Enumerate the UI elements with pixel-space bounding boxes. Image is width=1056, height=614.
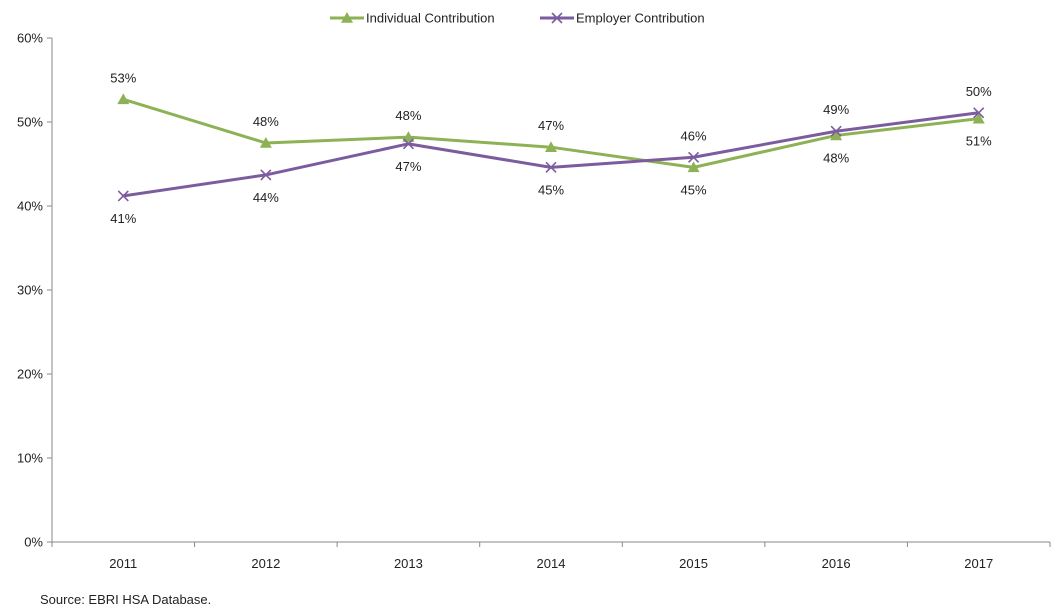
data-label: 46% [681,128,707,143]
triangle-marker [341,12,353,23]
y-tick-label: 60% [17,31,43,46]
y-tick-label: 30% [17,283,43,298]
x-marker [260,169,272,181]
data-label: 41% [110,211,136,226]
x-marker-stroke [545,161,557,173]
data-labels: 53% 41% 48% 44% 48% 47% 47% 45% 45% 46% 48% 49% 51% 5… [110,70,992,226]
data-label: 48% [253,114,279,129]
x-tick-label: 2015 [679,556,708,571]
x-tick-label: 2016 [822,556,851,571]
x-marker-stroke [973,107,985,119]
x-marker-stroke [688,151,700,163]
x-marker [688,151,700,163]
x-tick-label: 2012 [251,556,280,571]
triangle-marker [545,141,557,152]
legend: Individual Contribution Employer Contribu… [330,11,705,26]
x-marker [830,125,842,137]
data-label: 47% [538,118,564,133]
x-marker-stroke [402,138,414,150]
x-tick-label: 2014 [537,556,566,571]
data-label: 48% [823,150,849,165]
legend-label: Employer Contribution [576,11,705,26]
x-marker-stroke [551,12,563,24]
x-tick-label: 2011 [109,556,137,571]
data-label: 48% [395,108,421,123]
series-line-individual [122,97,979,169]
triangle-marker [259,137,272,148]
triangle-marker [402,131,415,142]
y-tick-label: 0% [24,535,43,550]
x-marker [117,190,129,202]
triangle-marker [687,161,700,173]
x-marker [402,138,414,150]
data-label: 49% [823,102,849,117]
x-marker-stroke [260,169,272,181]
data-label: 50% [966,84,992,99]
y-tick-label: 10% [17,451,43,466]
axes: 0% 10% 20% 30% 40% 50% 60% 2011 2012 2013 2014 2015… [17,31,1051,571]
x-marker [973,107,985,119]
legend-label: Individual Contribution [366,11,495,26]
x-marker-stroke [830,125,842,137]
series-markers [117,93,985,202]
data-label: 44% [253,190,279,205]
triangle-marker [117,93,130,105]
data-label: 53% [110,70,136,85]
source-note: Source: EBRI HSA Database. [40,592,212,607]
x-tick-label: 2013 [394,556,423,571]
x-marker [545,161,557,173]
data-label: 47% [395,159,421,174]
data-label: 51% [966,134,992,149]
y-tick-label: 20% [17,367,43,382]
triangle-marker [972,112,985,124]
y-tick-label: 40% [17,199,43,214]
data-label: 45% [538,182,564,197]
x-marker [551,12,563,24]
triangle-marker [830,129,843,141]
y-tick-label: 50% [17,115,43,130]
x-tick-label: 2017 [964,556,993,571]
x-marker-stroke [117,190,129,202]
data-label: 45% [681,182,707,197]
